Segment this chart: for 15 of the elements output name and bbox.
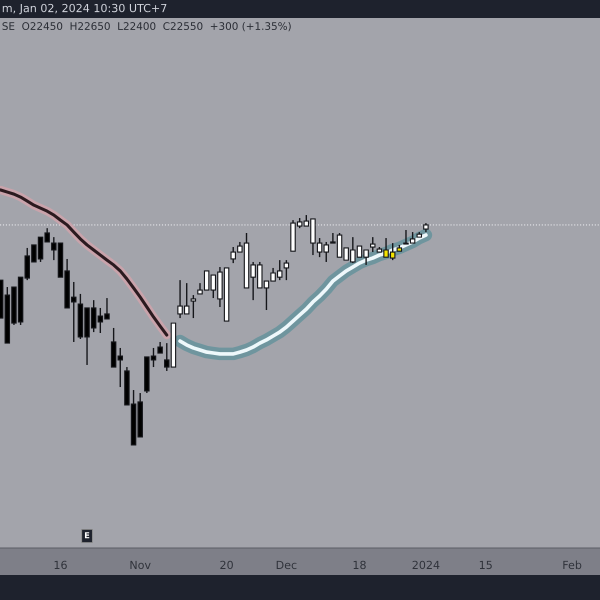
x-tick-label: Dec [276,560,296,570]
candlestick [190,294,196,319]
text: SE O22450 H22650 L22400 C22550 +300 (+1.35%) [2,22,291,32]
x-tick-label: 15 [480,560,492,570]
text: E [84,532,90,538]
x-tick-label: 18 [354,560,366,570]
candlestick [284,259,290,281]
x-tick-label: Nov [130,560,151,570]
x-tick-label: Feb [563,560,582,570]
text: m, Jan 02, 2024 10:30 UTC+7 [2,4,166,14]
x-tick-label: 16 [54,560,67,570]
x-tick-label: 2024 [412,560,440,570]
candlestick [370,236,376,253]
candlestick [157,341,163,354]
x-tick-label: 20 [220,560,233,570]
